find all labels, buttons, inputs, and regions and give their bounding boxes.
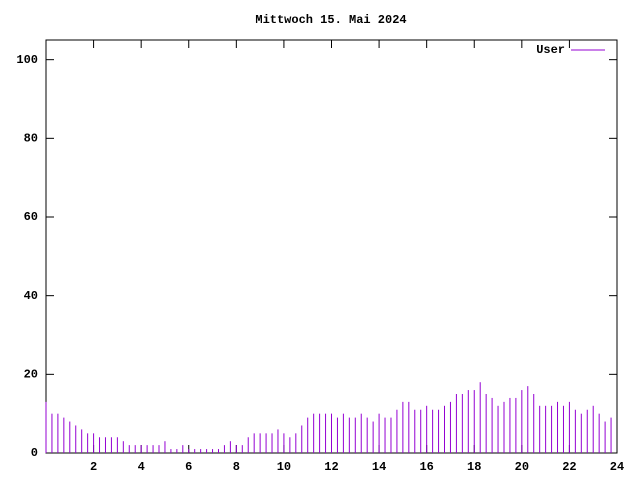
x-tick-label: 2: [90, 460, 97, 474]
x-tick-label: 12: [324, 460, 338, 474]
chart-title: Mittwoch 15. Mai 2024: [255, 13, 406, 27]
y-tick-label: 40: [24, 289, 38, 303]
x-tick-label: 16: [419, 460, 433, 474]
x-tick-label: 8: [233, 460, 240, 474]
y-tick-label: 20: [24, 368, 38, 382]
x-tick-label: 4: [138, 460, 145, 474]
y-tick-label: 80: [24, 132, 38, 146]
x-tick-label: 20: [515, 460, 529, 474]
plot-border: [45, 39, 618, 454]
x-tick-label: 18: [467, 460, 481, 474]
x-tick-label: 24: [610, 460, 624, 474]
legend-label: User: [536, 43, 565, 57]
x-tick-label: 6: [185, 460, 192, 474]
y-tick-label: 0: [31, 446, 38, 460]
x-tick-label: 22: [562, 460, 576, 474]
x-tick-label: 10: [277, 460, 291, 474]
x-tick-label: 14: [372, 460, 386, 474]
y-tick-label: 100: [16, 53, 38, 67]
y-tick-label: 60: [24, 210, 38, 224]
